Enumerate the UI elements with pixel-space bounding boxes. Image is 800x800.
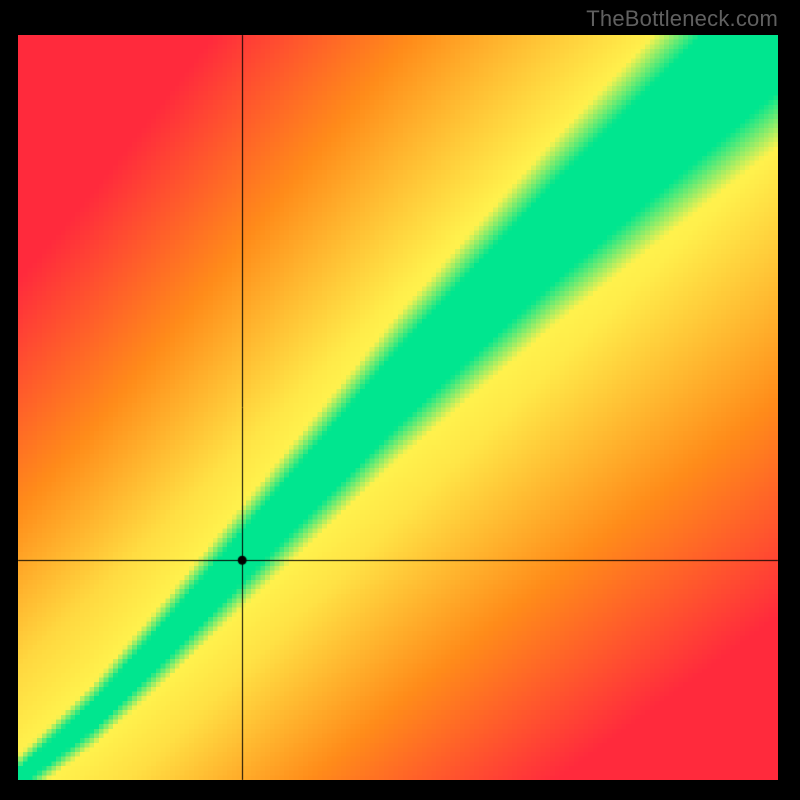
chart-container: TheBottleneck.com <box>0 0 800 800</box>
crosshair-overlay <box>0 0 800 800</box>
attribution-text: TheBottleneck.com <box>586 6 778 32</box>
